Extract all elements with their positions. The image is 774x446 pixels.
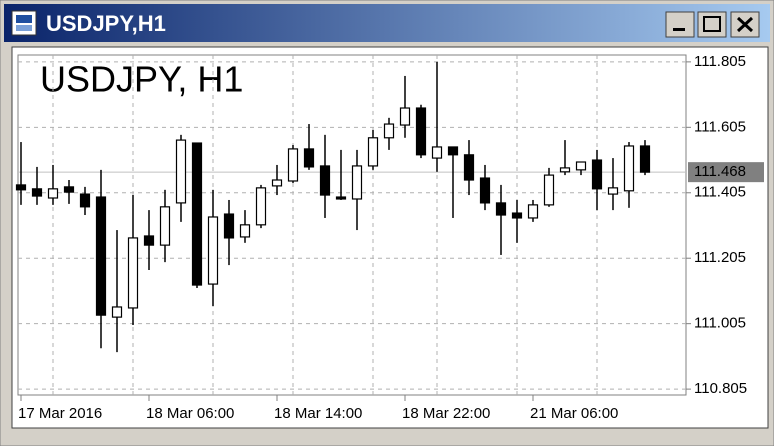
x-tick-label: 18 Mar 14:00	[274, 405, 362, 422]
plot-frame	[17, 54, 687, 396]
candle-body	[127, 237, 139, 309]
candle-body	[303, 148, 315, 168]
candle-body	[63, 186, 75, 193]
candle-body	[399, 107, 411, 126]
app-icon	[11, 10, 37, 36]
y-tick-label: 111.005	[694, 315, 746, 332]
minimize-button[interactable]	[665, 11, 695, 38]
y-tick-label: 111.205	[694, 249, 746, 266]
candle-body	[79, 193, 91, 208]
candle-body	[543, 174, 555, 206]
last-price-box	[688, 162, 764, 183]
y-tick-label: 110.805	[694, 380, 747, 397]
y-tick-label: 111.405	[694, 184, 746, 201]
candle-body	[527, 204, 539, 219]
candle-body	[559, 167, 571, 173]
y-tick-label: 111.805	[694, 53, 746, 70]
candle-body	[271, 179, 283, 187]
candle-body	[223, 213, 235, 239]
candle-body	[447, 146, 459, 156]
x-tick-label: 18 Mar 06:00	[146, 405, 234, 422]
candle-body	[495, 202, 507, 216]
candle-body	[591, 159, 603, 190]
candle-body	[463, 154, 475, 181]
candle-body	[191, 142, 203, 286]
candle-body	[319, 165, 331, 196]
last-price-label: 111.468	[694, 163, 746, 180]
candle-body	[255, 187, 267, 226]
candle-body	[287, 148, 299, 182]
candle-body	[31, 188, 43, 197]
x-tick-label: 18 Mar 22:00	[402, 405, 490, 422]
y-tick-label: 111.605	[694, 118, 746, 135]
candle-body	[607, 187, 619, 195]
maximize-button[interactable]	[697, 11, 727, 38]
candle-body	[239, 224, 251, 238]
candle-body	[175, 139, 187, 204]
candle-body	[367, 137, 379, 167]
close-button[interactable]	[730, 11, 760, 38]
candle-body	[95, 196, 107, 316]
candle-body	[47, 188, 59, 199]
candle-body	[207, 216, 219, 285]
candle-body	[479, 177, 491, 204]
candle-body	[431, 146, 443, 159]
chart-title: USDJPY, H1	[40, 59, 243, 100]
candle-body	[143, 235, 155, 246]
candle-body	[159, 206, 171, 246]
candle-body	[111, 306, 123, 318]
x-tick-label: 21 Mar 06:00	[530, 405, 618, 422]
candle-body	[351, 165, 363, 200]
x-tick-label: 17 Mar 2016	[18, 405, 102, 422]
candle-body	[383, 123, 395, 139]
candle-body	[623, 145, 635, 192]
candle-body	[335, 196, 347, 200]
candle-body	[575, 161, 587, 171]
window-title: USDJPY,H1	[46, 11, 166, 36]
candle-body	[15, 184, 27, 191]
candle-body	[511, 212, 523, 219]
title-bar	[4, 4, 770, 42]
candle-body	[415, 107, 427, 156]
candle-body	[639, 145, 651, 173]
